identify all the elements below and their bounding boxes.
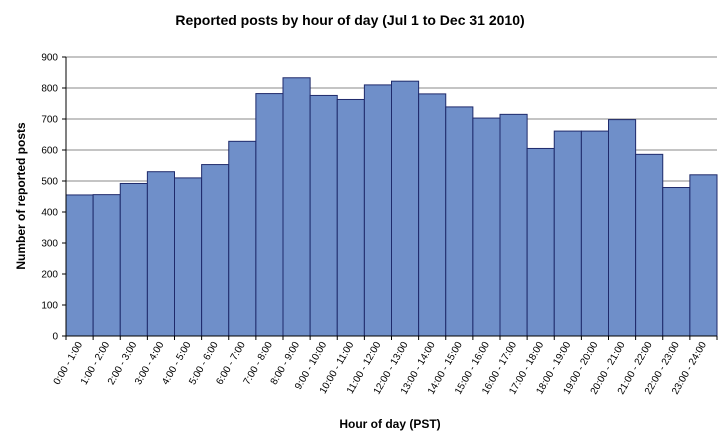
y-tick-label: 800: [41, 84, 58, 95]
bar: [445, 106, 474, 337]
bar: [472, 117, 501, 337]
bar: [608, 119, 637, 337]
chart-title: Reported posts by hour of day (Jul 1 to …: [175, 12, 524, 28]
bar: [499, 113, 528, 337]
bar: [635, 153, 664, 337]
bar: [146, 171, 175, 337]
bar: [255, 93, 284, 337]
y-tick-label: 200: [41, 270, 58, 281]
bar: [336, 98, 365, 337]
bar: [553, 130, 582, 337]
bar: [363, 84, 392, 337]
bar: [662, 187, 691, 337]
y-tick-label: 900: [41, 53, 58, 64]
bar: [526, 147, 555, 337]
bar: [119, 182, 148, 337]
bar: [580, 130, 609, 337]
bar: [65, 194, 94, 337]
y-tick-label: 400: [41, 208, 58, 219]
bar: [92, 194, 121, 337]
bar: [282, 77, 311, 337]
y-tick-label: 600: [41, 146, 58, 157]
bar: [418, 93, 447, 337]
x-axis-title: Hour of day (PST): [339, 417, 440, 431]
y-tick-label: 500: [41, 177, 58, 188]
y-tick-label: 100: [41, 301, 58, 312]
bar: [309, 94, 338, 337]
bar: [228, 140, 257, 337]
y-tick-label: 700: [41, 115, 58, 126]
bar: [689, 174, 718, 337]
y-tick-label: 0: [52, 332, 58, 343]
bar: [201, 164, 230, 337]
y-axis-title: Number of reported posts: [14, 122, 28, 270]
bar: [391, 80, 420, 337]
bar: [174, 177, 203, 337]
y-tick-label: 300: [41, 239, 58, 250]
